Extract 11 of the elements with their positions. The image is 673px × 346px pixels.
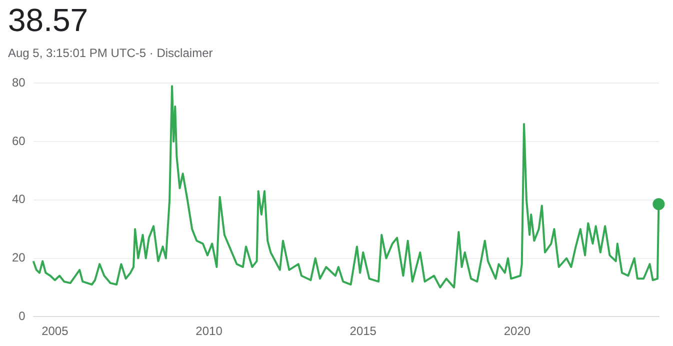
x-tick-label: 2020 xyxy=(504,324,531,338)
chart-subtitle: Aug 5, 3:15:01 PM UTC-5 · Disclaimer xyxy=(8,46,213,60)
x-tick-label: 2015 xyxy=(350,324,377,338)
x-tick-label: 2005 xyxy=(42,324,69,338)
y-tick-label: 60 xyxy=(12,134,26,148)
y-tick-label: 20 xyxy=(12,250,26,265)
x-tick-label: 2010 xyxy=(196,324,223,338)
y-tick-label: 80 xyxy=(12,76,26,90)
y-tick-label: 0 xyxy=(18,308,26,323)
chart-title: 38.57 xyxy=(8,2,88,39)
y-tick-label: 40 xyxy=(12,192,26,206)
